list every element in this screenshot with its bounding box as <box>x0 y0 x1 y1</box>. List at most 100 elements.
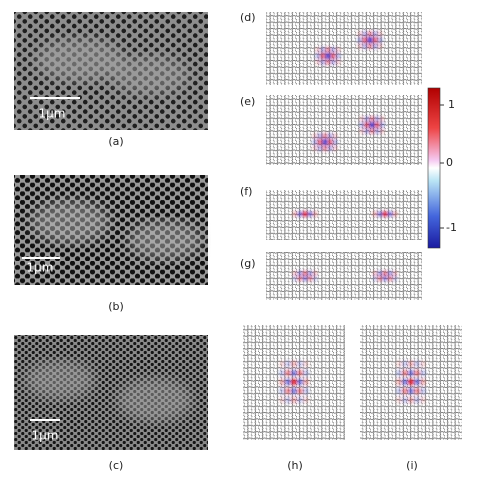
field-lobe <box>291 360 297 368</box>
field-lobe <box>303 360 309 368</box>
field-lobe <box>367 30 373 38</box>
field-lobe <box>327 144 333 152</box>
field-lobe <box>408 387 414 395</box>
field-lobe <box>332 144 338 152</box>
colorbar-label: 0 <box>446 156 453 169</box>
field-lobe <box>330 58 336 66</box>
field-lobe <box>279 396 285 404</box>
field-lobe <box>315 58 321 66</box>
colorbar-label: -1 <box>446 221 457 234</box>
field-lobe <box>297 360 303 368</box>
field-lobe <box>325 46 331 54</box>
field-lobe <box>292 275 298 282</box>
field-lobe <box>420 360 426 368</box>
panel-label: (a) <box>108 135 123 148</box>
field-lobe <box>320 52 326 60</box>
field-lobe <box>414 369 420 377</box>
field-lobe <box>312 270 318 277</box>
field-lobe <box>369 121 375 129</box>
field-lobe <box>330 52 336 60</box>
field-lobe <box>359 127 365 135</box>
field-lobe <box>379 127 385 135</box>
sem-b: 1μm <box>14 175 208 285</box>
field-lobe <box>362 36 368 44</box>
field-lobe <box>307 270 313 277</box>
field-lobe <box>420 378 426 386</box>
field-lobe <box>297 369 303 377</box>
field-lobe <box>332 132 338 140</box>
field-lobe <box>297 270 303 277</box>
field-lobe <box>372 275 378 282</box>
field-lobe <box>372 42 378 50</box>
field-lobe <box>302 275 308 282</box>
field-lobe <box>364 115 370 123</box>
field-lobe <box>303 396 309 404</box>
field-lobe <box>377 270 383 277</box>
field-lobe <box>315 52 321 60</box>
field-lobe <box>374 115 380 123</box>
colorbar-label: 1 <box>448 98 455 111</box>
field-lobe <box>402 360 408 368</box>
field-lobe <box>292 270 298 277</box>
field-lobe <box>335 52 341 60</box>
field-lobe <box>364 121 370 129</box>
sem-c: 1μm <box>14 335 208 450</box>
field-lobe <box>285 396 291 404</box>
field-lobe <box>420 387 426 395</box>
field-lobe <box>292 211 298 217</box>
field-lobe <box>330 46 336 54</box>
panel-label: (g) <box>240 257 256 270</box>
field-lobe <box>279 378 285 386</box>
field-lobe <box>322 138 328 146</box>
field-lobe <box>317 144 323 152</box>
field-lobe <box>387 270 393 277</box>
field-lobe <box>369 115 375 123</box>
field-lobe <box>279 360 285 368</box>
field-lobe <box>332 138 338 146</box>
field-lobe <box>377 42 383 50</box>
field-lobe <box>279 387 285 395</box>
colorbar <box>427 87 441 249</box>
scale-label: 1μm <box>27 261 54 275</box>
field-lobe <box>297 275 303 282</box>
field-lobe <box>317 132 323 140</box>
sem-a: 1μm <box>14 12 208 130</box>
field-lobe <box>312 138 318 146</box>
field-lobe <box>291 396 297 404</box>
field-lobe <box>279 369 285 377</box>
field-lobe <box>382 270 388 277</box>
panel-label: (b) <box>108 300 124 313</box>
field-lobe <box>392 270 398 277</box>
field-lobe <box>320 46 326 54</box>
field-lobe <box>387 211 393 217</box>
panel-label: (e) <box>240 95 255 108</box>
field-lobe <box>414 396 420 404</box>
field-lobe <box>408 396 414 404</box>
field-lobe <box>362 42 368 50</box>
field-lobe <box>414 378 420 386</box>
field-d <box>266 12 422 85</box>
field-lobe <box>379 115 385 123</box>
field-lobe <box>414 387 420 395</box>
field-lobe <box>396 360 402 368</box>
field-lobe <box>364 127 370 135</box>
field-lobe <box>285 369 291 377</box>
field-lobe <box>372 36 378 44</box>
field-lobe <box>303 369 309 377</box>
field-lobe <box>285 387 291 395</box>
field-lobe <box>367 42 373 50</box>
field-lobe <box>325 52 331 60</box>
panel-label: (h) <box>287 459 303 472</box>
panel-label: (c) <box>109 459 124 472</box>
field-lobe <box>379 121 385 129</box>
field-lobe <box>307 275 313 282</box>
field-lobe <box>396 387 402 395</box>
scale-label: 1μm <box>32 429 59 443</box>
field-lobe <box>291 387 297 395</box>
field-lobe <box>387 275 393 282</box>
field-e <box>266 95 422 165</box>
field-modes <box>279 30 426 404</box>
field-lobe <box>372 30 378 38</box>
field-lobe <box>327 138 333 146</box>
